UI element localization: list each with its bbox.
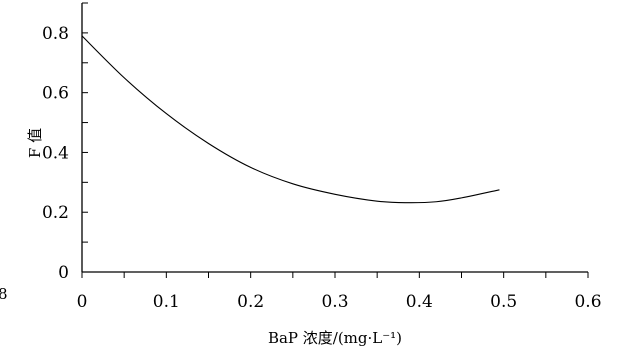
x-tick-label: 0.6 — [574, 292, 601, 312]
series — [81, 35, 500, 204]
y-tick-label: 0.2 — [42, 203, 69, 223]
x-ticks: 0 0.1 0.2 0.3 0.4 0.5 0.6 — [77, 272, 602, 312]
x-tick-label: 0.3 — [321, 292, 348, 312]
y-ticks: 0 0.2 0.4 0.6 0.8 — [42, 2, 88, 283]
y-tick-label: 0.4 — [42, 143, 69, 163]
x-tick-label: 0.1 — [153, 292, 180, 312]
x-tick-label: 0 — [77, 292, 88, 312]
y-tick-label: 0 — [58, 263, 69, 283]
y-axis-title: F 值 — [26, 128, 44, 158]
series-line — [81, 35, 500, 204]
x-tick-label: 0.5 — [490, 292, 517, 312]
x-tick-label: 0.4 — [406, 292, 433, 312]
axes — [81, 3, 588, 273]
y-tick-label: 0.8 — [42, 24, 69, 44]
x-axis-title: BaP 浓度/(mg·L⁻¹) — [268, 329, 402, 347]
edge-mark: 8 — [0, 285, 8, 303]
x-tick-label: 0.2 — [237, 292, 264, 312]
y-tick-label: 0.6 — [42, 84, 69, 104]
